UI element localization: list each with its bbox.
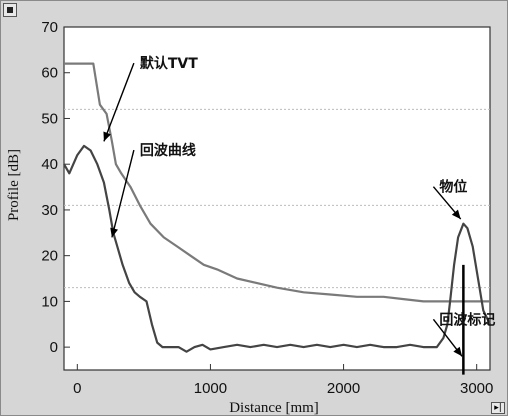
annotation-label-2: 物位 [439, 179, 467, 196]
scroll-right-icon[interactable]: ▸| [491, 402, 505, 414]
annotation-arrow-0 [103, 62, 135, 142]
x-tick-label-3000: 3000 [460, 380, 493, 397]
plot-area [63, 26, 491, 371]
annotation-arrow-1 [111, 149, 135, 238]
annotation-arrowhead-0 [103, 131, 111, 142]
annotation-arrowhead-3 [453, 346, 463, 357]
y-tick-label-30: 30 [41, 202, 58, 219]
y-tick-label-60: 60 [41, 65, 58, 82]
x-tick-label-2000: 2000 [327, 380, 360, 397]
y-tick-label-0: 0 [50, 339, 58, 356]
window-menu-dot [7, 7, 13, 13]
series-group [63, 62, 491, 353]
x-axis-title: Distance [mm] [229, 400, 319, 416]
annotation-arrowhead-2 [451, 209, 461, 220]
y-tick-label-50: 50 [41, 110, 58, 127]
x-tick-label-1000: 1000 [194, 380, 227, 397]
y-tick-label-10: 10 [41, 293, 58, 310]
series-line-tvt [64, 62, 490, 303]
y-tick-label-70: 70 [41, 19, 58, 36]
y-axis-title: Profile [dB] [6, 149, 22, 221]
annotation-label-3: 回波标记 [439, 311, 495, 328]
y-tick-label-20: 20 [41, 248, 58, 265]
y-tick-label-40: 40 [41, 156, 58, 173]
annotation-label-0: 默认TVT [140, 55, 198, 72]
x-tick-label-0: 0 [73, 380, 81, 397]
x-axis-ticks: 0 1000 2000 3000 [73, 364, 493, 397]
annotation-label-1: 回波曲线 [140, 142, 196, 159]
window-menu-icon[interactable] [3, 3, 17, 17]
annotation-arrowhead-1 [110, 227, 118, 238]
series-line-echo [63, 144, 491, 353]
y-axis-ticks: 0 10 20 30 40 50 60 70 [41, 19, 70, 356]
